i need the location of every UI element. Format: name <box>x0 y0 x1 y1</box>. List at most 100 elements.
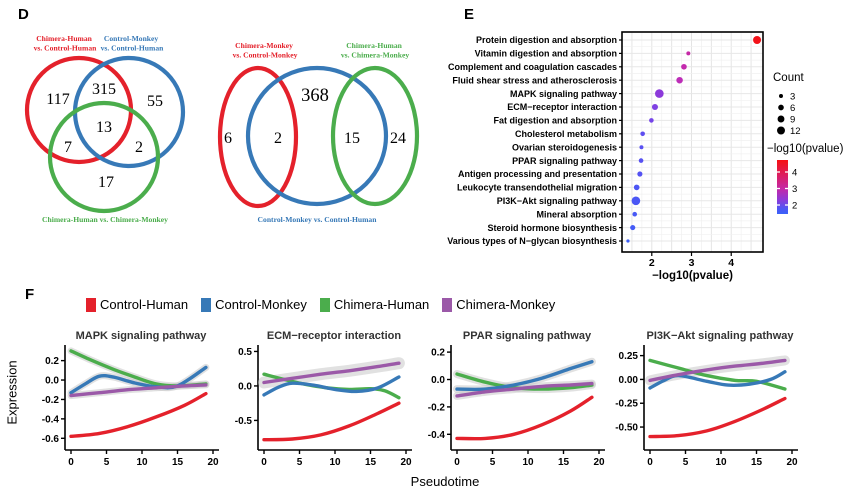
svg-text:Mineral absorption: Mineral absorption <box>536 209 617 219</box>
venn-right-red-set-label: Chimera-Monkey vs. Control-Monkey <box>233 41 298 60</box>
svg-text:Various types of N−glycan bios: Various types of N−glycan biosynthesis <box>447 236 617 246</box>
svg-text:3: 3 <box>689 257 695 269</box>
svg-text:MAPK signaling pathway: MAPK signaling pathway <box>510 89 617 99</box>
panel-f-label: F <box>25 286 35 303</box>
svg-text:Fluid shear stress and atheros: Fluid shear stress and atherosclerosis <box>452 75 617 85</box>
svg-text:5: 5 <box>683 457 689 468</box>
venn-right-green-set-label: Chimera-Human vs. Chimera-Monkey <box>341 41 410 60</box>
svg-text:15: 15 <box>365 457 377 468</box>
venn-left-count-red-green: 7 <box>64 139 72 156</box>
svg-text:0.2: 0.2 <box>45 356 59 367</box>
venn-left-count-red-blue: 315 <box>92 81 116 98</box>
svg-text:PPAR signaling pathway: PPAR signaling pathway <box>512 156 617 166</box>
venn-left-count-blue-only: 55 <box>147 93 163 110</box>
venn-left-count-blue-green: 2 <box>135 139 143 156</box>
svg-text:0.0: 0.0 <box>431 375 445 386</box>
svg-text:2: 2 <box>792 201 797 212</box>
venn-left-count-center: 13 <box>96 119 112 136</box>
svg-text:0.25: 0.25 <box>619 351 639 362</box>
svg-text:-0.4: -0.4 <box>42 414 60 425</box>
svg-text:PPAR signaling pathway: PPAR signaling pathway <box>463 330 592 342</box>
svg-text:20: 20 <box>786 457 798 468</box>
svg-text:Leukocyte transendothelial mig: Leukocyte transendothelial migration <box>457 183 617 193</box>
svg-text:-0.25: -0.25 <box>615 399 638 410</box>
svg-text:20: 20 <box>207 457 219 468</box>
svg-text:-0.5: -0.5 <box>235 416 253 427</box>
f-legend: Control-Human Control-Monkey Chimera-Hum… <box>86 297 555 312</box>
line-chart-pi3k-akt-signaling-pathway: PI3K−Akt signaling pathway 0.25 0.00 -0.25 -… <box>615 330 798 468</box>
svg-text:-0.6: -0.6 <box>42 434 60 445</box>
svg-text:5: 5 <box>104 457 110 468</box>
svg-text:-0.4: -0.4 <box>428 430 446 441</box>
svg-text:0.00: 0.00 <box>619 375 639 386</box>
control-human-swatch <box>86 297 96 312</box>
chimera-monkey-label: Chimera-Monkey <box>456 297 556 312</box>
venn-left-count-red-only: 117 <box>46 91 69 108</box>
venn-right-blue-set-label: Control-Monkey vs. Control-Human <box>258 215 378 224</box>
line-chart-mapk-signaling-pathway: MAPK signaling pathway 0.2 0.0 -0.2 -0.4 -0.6… <box>42 330 219 468</box>
svg-text:2: 2 <box>649 257 655 269</box>
svg-text:0.0: 0.0 <box>45 376 59 387</box>
svg-text:-0.50: -0.50 <box>615 423 638 434</box>
svg-text:5: 5 <box>297 457 303 468</box>
svg-text:Cholesterol metabolism: Cholesterol metabolism <box>515 129 617 139</box>
venn-right-count-red-blue: 2 <box>274 130 282 147</box>
svg-text:10: 10 <box>715 457 727 468</box>
venn-diagram-right: Chimera-Monkey vs. Control-Monkey Chimer… <box>217 41 420 224</box>
svg-text:0.2: 0.2 <box>431 348 445 359</box>
venn-left-red-set-label: Chimera-Human vs. Control-Human <box>34 34 98 53</box>
svg-text:−log10(pvalue): −log10(pvalue) <box>652 270 733 282</box>
control-monkey-swatch <box>201 297 212 312</box>
svg-text:Protein digestion and absorpti: Protein digestion and absorption <box>476 35 617 45</box>
svg-text:0.5: 0.5 <box>238 347 252 358</box>
chimera-human-swatch <box>319 297 330 312</box>
svg-text:20: 20 <box>593 457 605 468</box>
svg-text:10: 10 <box>136 457 148 468</box>
legend-item-chimera-human: Chimera-Human <box>319 297 430 312</box>
svg-text:3: 3 <box>792 184 797 195</box>
chimera-human-label: Chimera-Human <box>333 297 430 312</box>
svg-text:0: 0 <box>454 457 460 468</box>
svg-text:ECM−receptor interaction: ECM−receptor interaction <box>507 102 617 112</box>
venn-left-green-set-label: Chimera-Human vs. Chimera-Monkey <box>42 215 168 224</box>
venn-left-blue-set-label: Control-Monkey vs. Control-Human <box>101 34 165 53</box>
venn-left-count-green-only: 17 <box>98 174 114 191</box>
svg-text:10: 10 <box>329 457 341 468</box>
svg-text:0: 0 <box>261 457 267 468</box>
svg-text:0: 0 <box>647 457 653 468</box>
svg-text:4: 4 <box>792 168 797 179</box>
venn-right-red-ellipse <box>217 65 299 209</box>
svg-text:4: 4 <box>728 257 734 269</box>
control-human-label: Control-Human <box>100 297 189 312</box>
legend-item-control-human: Control-Human <box>86 297 188 312</box>
svg-text:−log10(pvalue): −log10(pvalue) <box>767 143 844 155</box>
venn-right-count-green-only: 24 <box>390 130 406 147</box>
legend-item-chimera-monkey: Chimera-Monkey <box>442 297 555 312</box>
svg-text:5: 5 <box>490 457 496 468</box>
svg-text:PI3K−Akt signaling pathway: PI3K−Akt signaling pathway <box>497 196 617 206</box>
legend-item-control-monkey: Control-Monkey <box>201 297 307 312</box>
expression-axis-label: Expression <box>4 360 20 425</box>
svg-text:0.0: 0.0 <box>238 381 252 392</box>
panel-d-label: D <box>18 6 29 23</box>
line-chart-ecm-receptor-interaction: ECM−receptor interaction 0.5 0.0 -0.5 0 5 10 15… <box>235 330 412 468</box>
svg-text:MAPK signaling pathway: MAPK signaling pathway <box>76 330 208 342</box>
svg-text:15: 15 <box>558 457 570 468</box>
svg-text:Steroid hormone biosynthesis: Steroid hormone biosynthesis <box>487 223 617 233</box>
svg-text:10: 10 <box>522 457 534 468</box>
svg-text:15: 15 <box>751 457 763 468</box>
control-monkey-label: Control-Monkey <box>215 297 307 312</box>
panel-e-label: E <box>464 6 475 23</box>
svg-text:-0.2: -0.2 <box>42 395 60 406</box>
svg-text:Complement and coagulation cas: Complement and coagulation cascades <box>448 62 617 72</box>
svg-text:Ovarian steroidogenesis: Ovarian steroidogenesis <box>512 142 617 152</box>
svg-text:-0.2: -0.2 <box>428 402 446 413</box>
svg-text:20: 20 <box>400 457 412 468</box>
venn-right-blue-ellipse <box>245 65 389 207</box>
venn-right-count-red-only: 6 <box>224 130 232 147</box>
svg-text:PI3K−Akt signaling pathway: PI3K−Akt signaling pathway <box>646 330 794 342</box>
venn-right-count-blue-green: 15 <box>344 130 360 147</box>
svg-text:9: 9 <box>790 115 795 126</box>
svg-text:Antigen processing and present: Antigen processing and presentation <box>458 169 617 179</box>
